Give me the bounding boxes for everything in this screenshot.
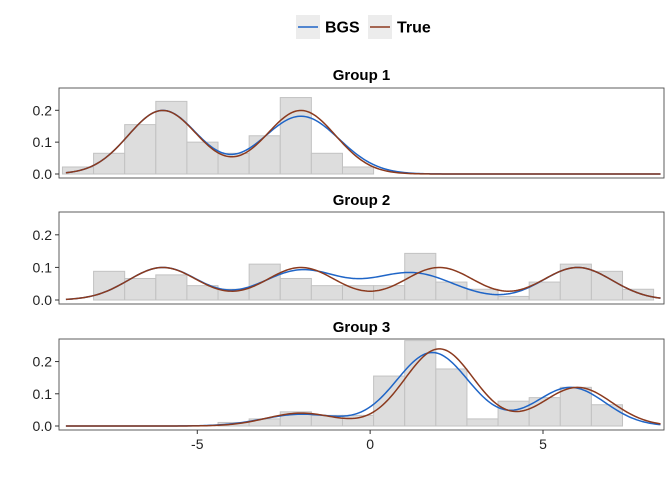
x-tick-label: 0 bbox=[366, 436, 374, 452]
histogram-bar bbox=[435, 281, 468, 301]
panel-group-1: Group 1 0.0 0.1 0.2 bbox=[33, 67, 665, 182]
histogram-bar bbox=[559, 386, 592, 427]
legend-label-bgs: BGS bbox=[325, 20, 360, 37]
y-tick-label: 0.2 bbox=[33, 102, 53, 118]
histogram-bar bbox=[124, 124, 157, 175]
y-tick-label: 0.1 bbox=[33, 386, 53, 402]
histogram-bar bbox=[341, 285, 375, 301]
panel-border bbox=[58, 211, 665, 305]
histogram-bar bbox=[528, 397, 561, 427]
legend-label-true: True bbox=[397, 20, 431, 37]
y-tick-label: 0.2 bbox=[33, 354, 53, 370]
y-tick-label: 0.0 bbox=[33, 166, 53, 182]
histogram-bar bbox=[155, 100, 188, 175]
y-tick-label: 0.0 bbox=[33, 418, 53, 434]
histogram-bar bbox=[155, 274, 188, 301]
density-line-true bbox=[65, 266, 661, 301]
panel-title: Group 3 bbox=[333, 319, 391, 336]
histogram-bar bbox=[590, 270, 624, 301]
histogram-bar bbox=[497, 400, 530, 427]
histogram-bar bbox=[466, 418, 499, 427]
legend-item-true: True bbox=[368, 15, 431, 39]
histogram-bar bbox=[310, 285, 343, 301]
panel-border bbox=[58, 87, 665, 179]
x-axis: -5 0 5 bbox=[191, 430, 547, 452]
y-tick-label: 0.1 bbox=[33, 134, 53, 150]
histogram-bar bbox=[373, 375, 406, 427]
density-line-true bbox=[65, 348, 661, 427]
y-tick-label: 0.2 bbox=[33, 227, 53, 243]
histogram-bar bbox=[279, 277, 312, 301]
x-tick-label: -5 bbox=[191, 436, 204, 452]
histogram-bar bbox=[248, 135, 281, 175]
histogram-bar bbox=[310, 152, 343, 175]
histogram-bar bbox=[404, 340, 437, 427]
x-tick-label: 5 bbox=[539, 436, 547, 452]
density-line-true bbox=[65, 109, 661, 175]
histogram-bar bbox=[186, 141, 219, 175]
histogram-bar bbox=[341, 166, 375, 175]
histogram-bar bbox=[124, 277, 157, 301]
histogram-bar bbox=[622, 288, 655, 301]
histogram-bar bbox=[497, 295, 530, 301]
facet-panels: Group 1 0.0 0.1 0.2 Group 2 0.0 0.1 0.2 Group 3 0… bbox=[33, 67, 665, 434]
histogram-bar bbox=[590, 404, 624, 427]
histogram-bar bbox=[341, 414, 375, 427]
legend-item-bgs: BGS bbox=[296, 15, 360, 39]
panel-group-2: Group 2 0.0 0.1 0.2 bbox=[33, 192, 665, 308]
panel-border bbox=[58, 338, 665, 431]
panel-group-3: Group 3 0.0 0.1 0.2 bbox=[33, 319, 665, 434]
histogram-bar bbox=[279, 97, 312, 175]
legend: BGS True bbox=[296, 15, 431, 39]
y-tick-label: 0.1 bbox=[33, 259, 53, 275]
y-tick-label: 0.0 bbox=[33, 292, 53, 308]
histogram-bar bbox=[435, 368, 468, 427]
histogram-bar bbox=[248, 263, 281, 301]
panel-title: Group 2 bbox=[333, 192, 391, 209]
panel-title: Group 1 bbox=[333, 67, 391, 84]
